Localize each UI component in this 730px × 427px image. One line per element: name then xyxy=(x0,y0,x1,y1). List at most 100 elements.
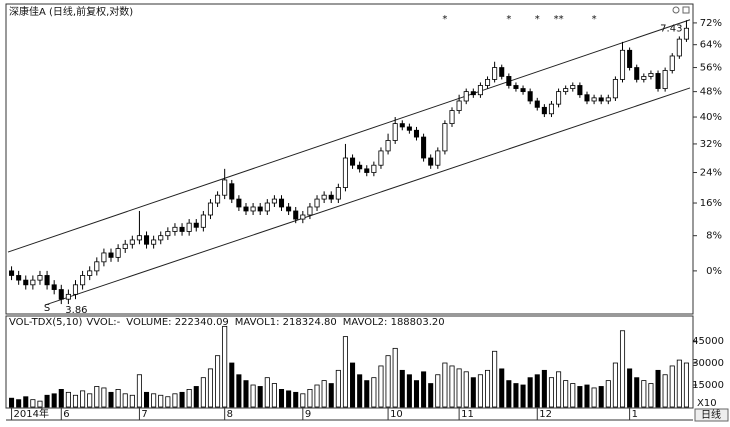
volume-bar xyxy=(513,383,519,408)
candle-body xyxy=(499,67,505,77)
volume-bar xyxy=(484,369,491,408)
candle-body xyxy=(286,206,292,212)
volume-bar xyxy=(357,374,363,408)
volume-bar xyxy=(101,387,107,408)
candle-body xyxy=(605,97,611,102)
candle-body xyxy=(520,88,526,93)
y-tick-label: 8% xyxy=(706,231,722,242)
candle-body xyxy=(193,222,199,228)
x-tick-label: 1 xyxy=(632,409,638,420)
candle-body xyxy=(307,206,313,216)
volume-bar xyxy=(44,394,50,408)
volume-bar xyxy=(129,394,135,408)
signal-marker: ** xyxy=(554,14,564,25)
candle-body xyxy=(563,88,569,93)
volume-bar xyxy=(435,374,441,408)
period-label[interactable]: 日线 xyxy=(701,408,721,421)
candle-body xyxy=(229,183,235,200)
candle-body xyxy=(278,198,285,208)
volume-bar xyxy=(179,391,185,408)
price-annotation: 3.86 xyxy=(65,305,87,316)
candle-body xyxy=(58,289,64,300)
candle-body xyxy=(215,194,221,204)
candle-body xyxy=(257,206,263,212)
volume-bar xyxy=(215,355,221,408)
y-tick-label: 0% xyxy=(706,266,722,277)
volume-bar xyxy=(612,362,618,408)
period-tab[interactable] xyxy=(694,408,729,422)
volume-bar xyxy=(143,391,150,408)
candle-body xyxy=(9,270,15,276)
candle-body xyxy=(577,85,583,96)
candle-body xyxy=(101,252,107,263)
candle-body xyxy=(37,275,43,281)
y-tick-label: 24% xyxy=(700,168,722,179)
candle-body xyxy=(350,157,356,166)
candle-body xyxy=(250,206,256,212)
volume-bar xyxy=(264,377,270,408)
candle-body xyxy=(51,284,57,290)
x-tick-label: 11 xyxy=(461,409,474,420)
candle-body xyxy=(534,100,540,108)
volume-bar xyxy=(598,386,604,408)
volume-bar xyxy=(207,368,213,408)
candle-body xyxy=(591,97,597,102)
volume-bar xyxy=(378,365,384,408)
volume-bar xyxy=(328,383,334,408)
candle-body xyxy=(513,85,519,89)
signal-marker: * xyxy=(442,14,447,25)
candle-body xyxy=(186,222,192,232)
volume-bar xyxy=(655,369,661,408)
volume-bar xyxy=(570,383,576,408)
volume-bar xyxy=(428,383,434,408)
volume-bar xyxy=(406,374,412,408)
candle-body xyxy=(627,49,633,68)
candle-body xyxy=(413,129,420,138)
volume-bar xyxy=(307,389,313,408)
candle-body xyxy=(151,239,157,245)
volume-bar xyxy=(30,399,36,408)
volume-bar xyxy=(584,384,590,408)
candle-body xyxy=(456,100,462,111)
candle-body xyxy=(641,76,647,80)
candle-body xyxy=(243,206,249,212)
volume-bar xyxy=(342,336,348,408)
candle-body xyxy=(449,110,455,125)
candle-body xyxy=(65,293,71,300)
candle-body xyxy=(442,123,448,152)
candle-body xyxy=(662,70,668,89)
volume-bar xyxy=(449,365,455,408)
x-tick-label: 10 xyxy=(390,409,403,420)
indicator-readout: VOLUME: 222340.09 xyxy=(126,317,229,328)
volume-bar xyxy=(278,389,285,408)
indicator-name: VOL-TDX(5,10) xyxy=(9,317,82,328)
volume-bar xyxy=(399,369,405,408)
candle-body xyxy=(321,194,327,200)
y-tick-label: 64% xyxy=(700,40,722,51)
x-tick-label: 7 xyxy=(141,409,147,420)
candle-body xyxy=(548,103,555,115)
volume-bar xyxy=(158,394,164,408)
volume-bar xyxy=(243,380,249,408)
candle-body xyxy=(634,67,640,80)
volume-bar xyxy=(193,386,199,408)
candle-body xyxy=(143,235,150,245)
candle-body xyxy=(584,94,590,102)
volume-bar xyxy=(556,371,562,408)
candle-body xyxy=(648,73,654,77)
y-tick-label: 72% xyxy=(700,18,722,29)
candle-body xyxy=(16,275,22,281)
indicator-readout: MAVOL1: 218324.80 xyxy=(235,317,337,328)
candle-body xyxy=(44,275,50,286)
volume-bar xyxy=(172,393,178,408)
candle-body xyxy=(435,150,441,166)
candle-body xyxy=(165,231,171,237)
volume-bar xyxy=(58,389,64,408)
candle-body xyxy=(300,214,306,220)
volume-bar xyxy=(335,369,341,408)
x-tick-label: 9 xyxy=(305,409,311,420)
signal-marker: S xyxy=(44,303,50,314)
trend-line xyxy=(44,87,691,306)
signal-marker: * xyxy=(592,14,597,25)
